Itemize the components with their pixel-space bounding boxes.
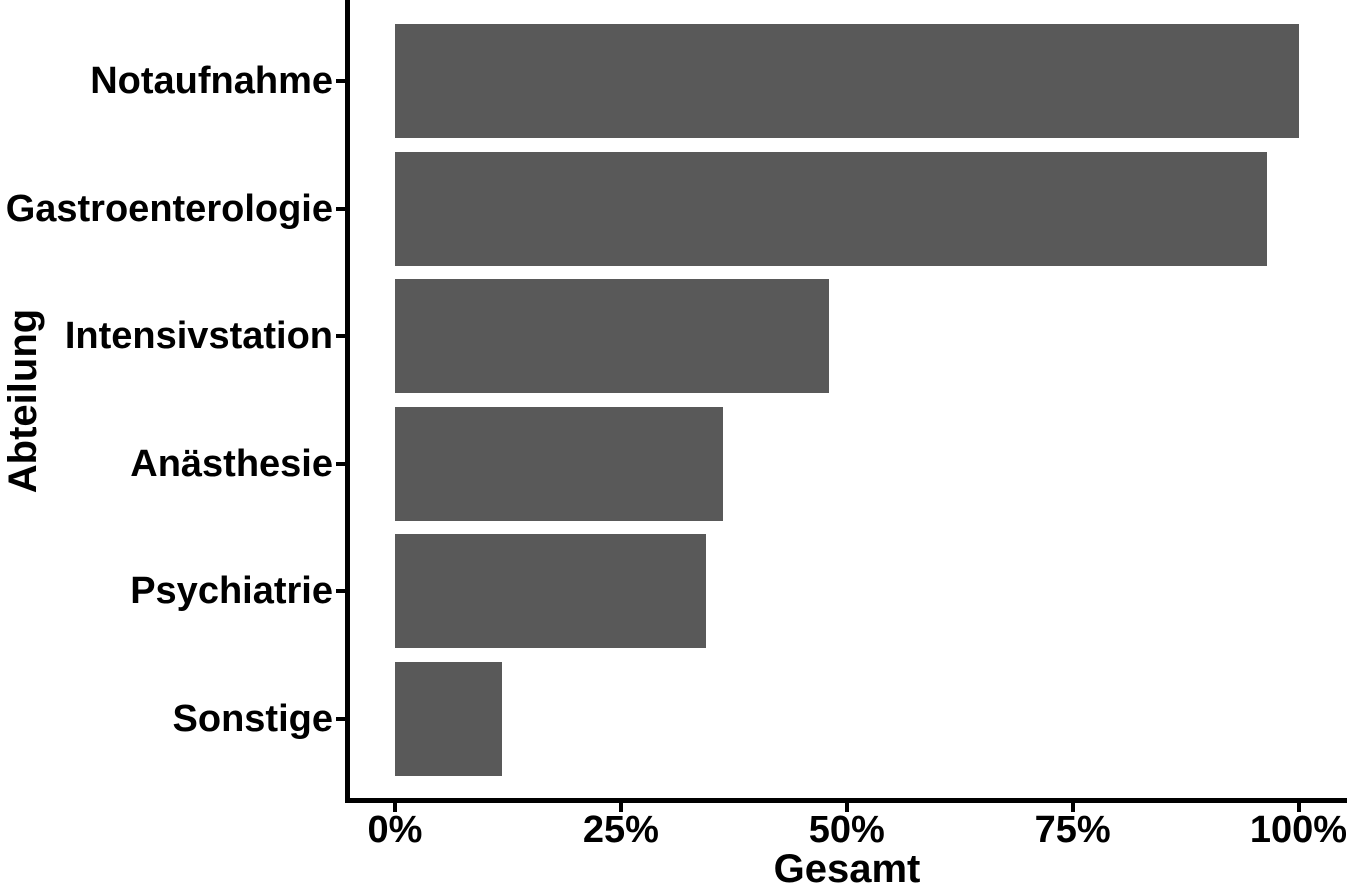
x-tick-label: 100% xyxy=(1249,809,1347,851)
bar xyxy=(395,534,706,649)
x-axis-title: Gesamt xyxy=(773,847,921,884)
y-tick-label: Notaufnahme xyxy=(90,60,333,102)
x-tick-label: 50% xyxy=(808,809,885,851)
y-axis-tick xyxy=(336,206,345,211)
y-axis-tick xyxy=(336,717,345,721)
y-tick-label: Gastroenterologie xyxy=(5,187,333,230)
y-axis-tick xyxy=(336,334,345,339)
bar xyxy=(395,406,723,521)
x-axis-tick xyxy=(1070,803,1075,812)
x-axis-tick xyxy=(393,803,397,812)
y-tick-label: Anästhesie xyxy=(130,442,333,485)
y-axis-tick xyxy=(336,79,345,83)
y-axis-title: Abteilung xyxy=(1,308,45,494)
bar xyxy=(395,662,502,776)
x-axis-tick xyxy=(618,803,623,812)
y-axis-tick xyxy=(336,461,345,466)
y-axis-line xyxy=(345,0,350,803)
x-axis-tick xyxy=(1296,803,1301,812)
bar xyxy=(395,279,829,394)
x-tick-label: 75% xyxy=(1034,809,1111,851)
x-tick-label: 25% xyxy=(582,809,659,851)
x-axis-tick xyxy=(844,803,849,812)
x-axis-line xyxy=(345,798,1347,803)
x-tick-label: 0% xyxy=(367,809,423,851)
y-tick-label: Sonstige xyxy=(172,698,333,740)
y-tick-label: Intensivstation xyxy=(64,315,333,358)
bar xyxy=(395,151,1267,266)
y-tick-label: Psychiatrie xyxy=(130,570,333,613)
y-axis-tick xyxy=(336,589,345,594)
bar xyxy=(395,24,1299,138)
